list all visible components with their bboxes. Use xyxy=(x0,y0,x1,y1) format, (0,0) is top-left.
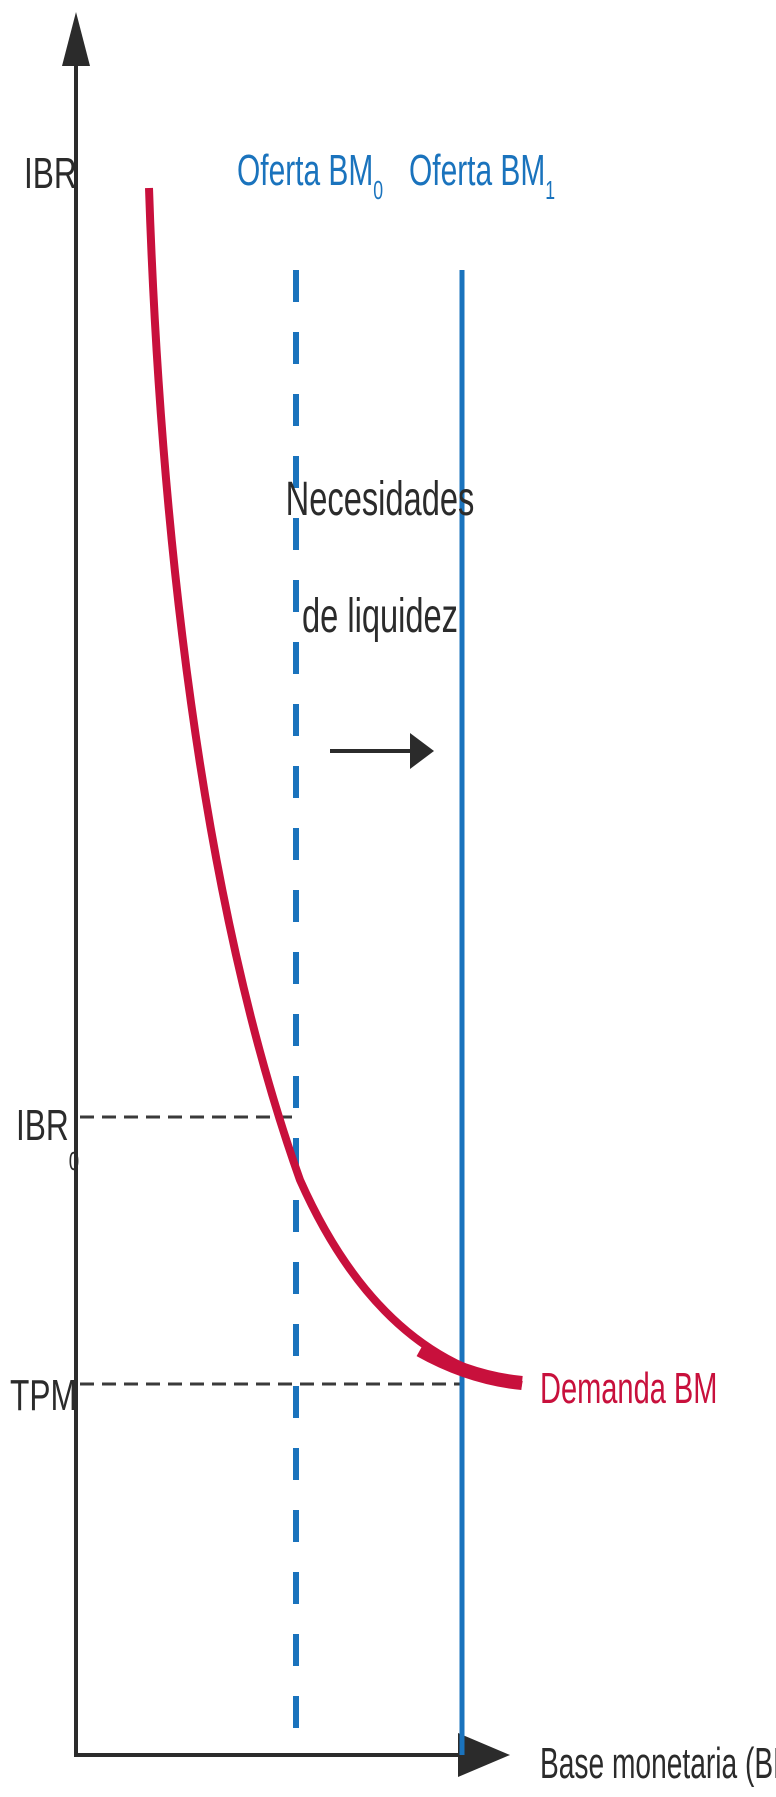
demand-curve xyxy=(145,187,523,1389)
demand-label: Demanda BM xyxy=(540,1363,717,1413)
supply-bm0-label: Oferta BM0 xyxy=(237,145,383,205)
supply-bm1-label: Oferta BM1 xyxy=(409,145,555,205)
y-axis-arrowhead xyxy=(62,12,90,66)
y-axis-label: IBR xyxy=(24,149,77,198)
x-axis-arrowhead xyxy=(458,1733,510,1777)
liquidity-note-line1: Necesidades xyxy=(286,472,475,526)
x-axis-label: Base monetaria (BM) xyxy=(540,1739,776,1788)
ibr0-label: IBR0 xyxy=(16,1101,79,1176)
liquidity-note-line2: de liquidez xyxy=(302,589,458,643)
demand-curve-tail xyxy=(416,1343,523,1390)
axes xyxy=(62,12,510,1777)
liquidity-shift-arrow xyxy=(330,733,434,769)
tpm-label: TPM xyxy=(10,1371,77,1420)
